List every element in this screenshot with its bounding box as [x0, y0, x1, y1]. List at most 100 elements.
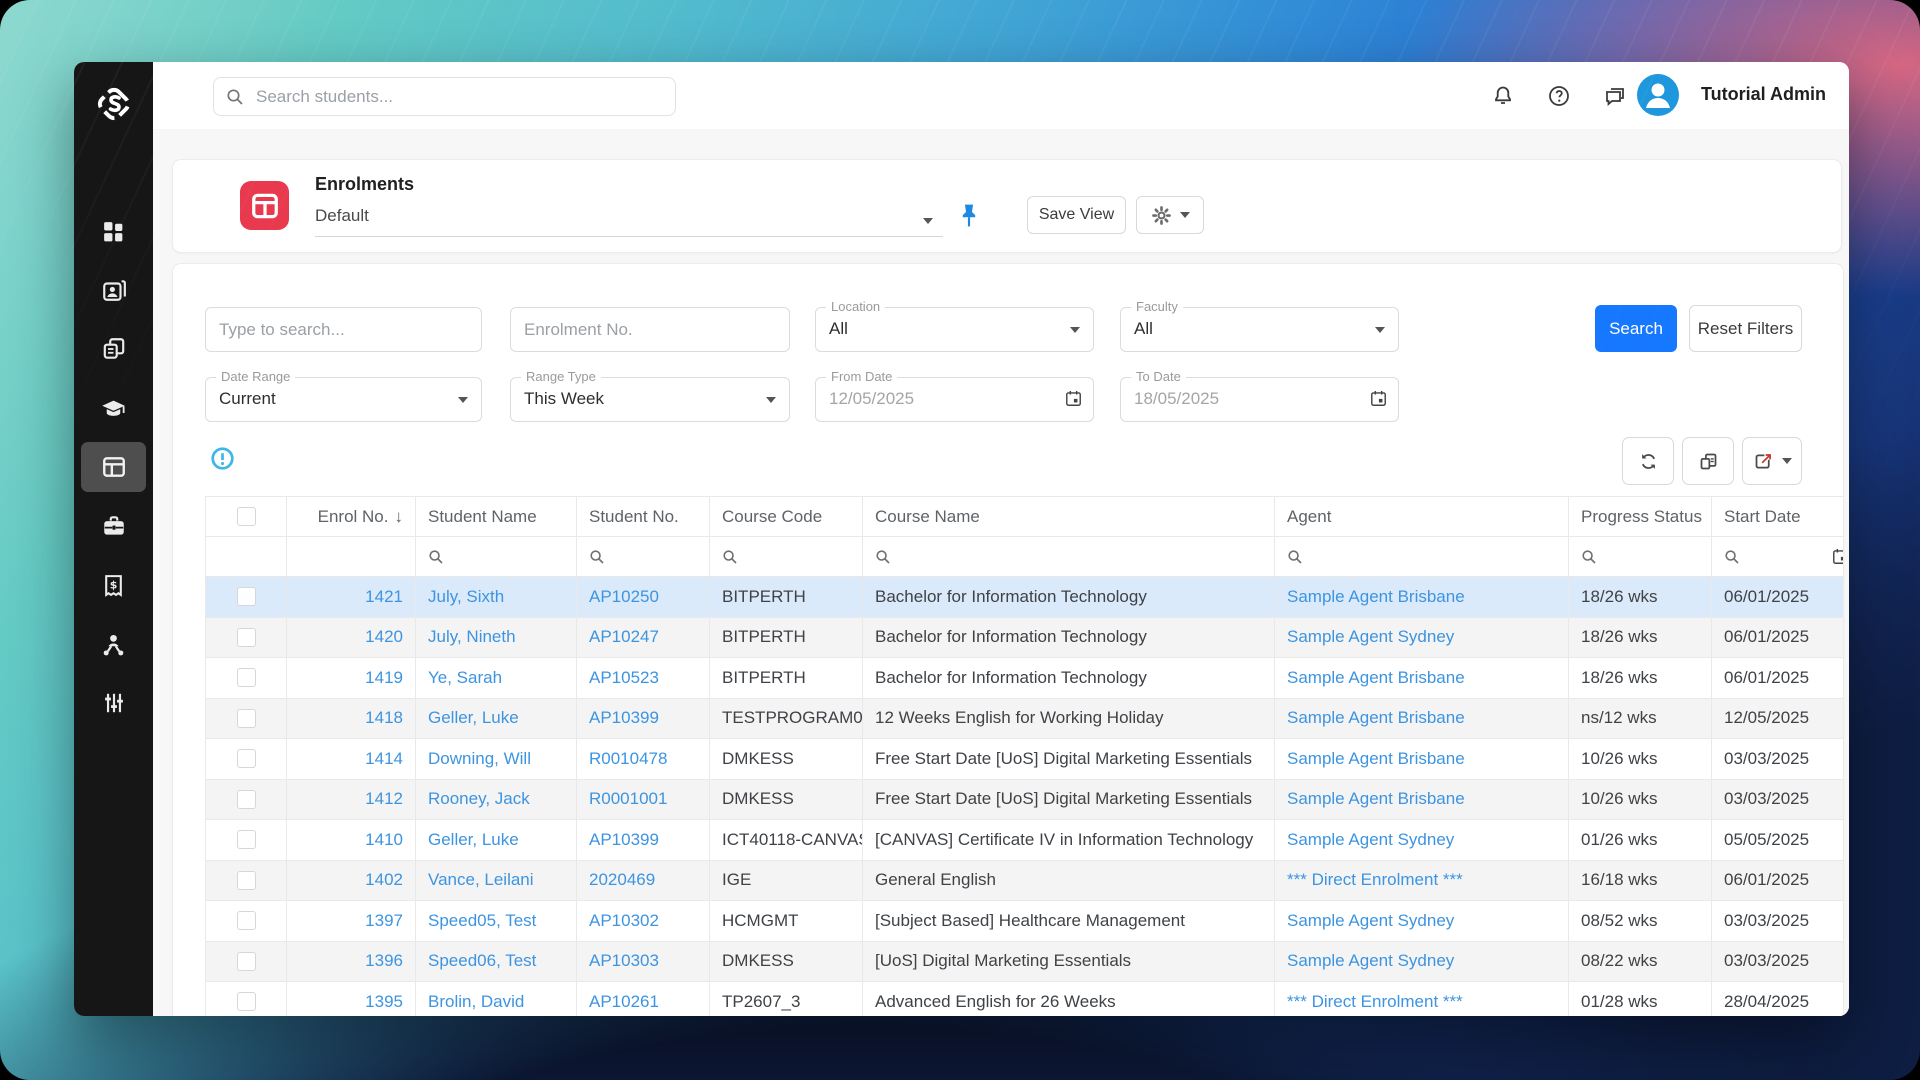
cell-agent[interactable]: Sample Agent Sydney [1274, 819, 1569, 861]
row-checkbox[interactable] [236, 627, 256, 647]
table-row[interactable]: 1412 Rooney, Jack R0001001 DMKESS Free Start… [205, 778, 1843, 820]
table-row[interactable]: 1395 Brolin, David AP10261 TP2607_3 Advanced… [205, 981, 1843, 1016]
cell-enrol_no[interactable]: 1418 [286, 697, 416, 739]
filter-cell-start_date[interactable] [1711, 536, 1843, 577]
checkbox-cell[interactable] [205, 697, 287, 739]
row-checkbox[interactable] [236, 749, 256, 769]
enrolment-no-field[interactable] [510, 307, 790, 352]
row-checkbox[interactable] [236, 911, 256, 931]
cell-agent[interactable]: Sample Agent Brisbane [1274, 738, 1569, 780]
calendar-icon-slot[interactable] [1064, 389, 1083, 413]
cell-student_name[interactable]: Ye, Sarah [415, 657, 577, 699]
table-row[interactable]: 1402 Vance, Leilani 2020469 IGE General Engl… [205, 859, 1843, 901]
sidebar-item-documents[interactable] [81, 324, 146, 374]
cell-agent[interactable]: Sample Agent Brisbane [1274, 778, 1569, 820]
cell-student_name[interactable]: Brolin, David [415, 981, 577, 1016]
checkbox-cell[interactable] [205, 657, 287, 699]
cell-enrol_no[interactable]: 1414 [286, 738, 416, 780]
cell-student_no[interactable]: AP10302 [576, 900, 710, 942]
row-checkbox[interactable] [236, 789, 256, 809]
view-select[interactable]: Default [315, 206, 943, 237]
cell-agent[interactable]: Sample Agent Sydney [1274, 940, 1569, 982]
cell-enrol_no[interactable]: 1395 [286, 981, 416, 1016]
cell-enrol_no[interactable]: 1419 [286, 657, 416, 699]
checkbox-cell[interactable] [205, 576, 287, 618]
column-header-enrol_no[interactable]: Enrol No. ↓ [286, 496, 416, 537]
chat-icon[interactable] [1603, 84, 1627, 108]
cell-enrol_no[interactable]: 1396 [286, 940, 416, 982]
reset-filters-button[interactable]: Reset Filters [1689, 305, 1802, 352]
quick-search-field[interactable] [205, 307, 482, 352]
row-checkbox[interactable] [236, 587, 256, 607]
row-checkbox[interactable] [236, 507, 256, 526]
table-row[interactable]: 1396 Speed06, Test AP10303 DMKESS [UoS] Digi… [205, 940, 1843, 982]
calendar-icon-slot[interactable] [1369, 389, 1388, 413]
cell-student_no[interactable]: AP10399 [576, 697, 710, 739]
sidebar-item-settings[interactable] [81, 678, 146, 728]
filter-cell-student_name[interactable] [415, 536, 577, 577]
table-row[interactable]: 1410 Geller, Luke AP10399 ICT40118-CANVAS [C… [205, 819, 1843, 861]
cell-enrol_no[interactable]: 1421 [286, 576, 416, 618]
quick-search-input[interactable] [206, 308, 481, 351]
pin-view-icon[interactable] [956, 202, 982, 232]
info-icon[interactable] [210, 446, 235, 471]
row-checkbox[interactable] [236, 951, 256, 971]
cell-student_name[interactable]: Speed06, Test [415, 940, 577, 982]
cell-enrol_no[interactable]: 1420 [286, 616, 416, 658]
cell-student_no[interactable]: R0001001 [576, 778, 710, 820]
sidebar-item-courses[interactable] [81, 383, 146, 433]
cell-student_no[interactable]: AP10399 [576, 819, 710, 861]
range-type-select[interactable]: Range Type This Week [510, 370, 790, 422]
location-select[interactable]: Location All [815, 300, 1094, 352]
cell-enrol_no[interactable]: 1402 [286, 859, 416, 901]
sidebar-item-agents[interactable] [81, 619, 146, 669]
cell-enrol_no[interactable]: 1410 [286, 819, 416, 861]
copy-columns-button[interactable] [1682, 437, 1734, 485]
checkbox-cell[interactable] [205, 940, 287, 982]
table-row[interactable]: 1420 July, Nineth AP10247 BITPERTH Bachelor … [205, 616, 1843, 658]
checkbox-cell[interactable] [205, 778, 287, 820]
cell-student_name[interactable]: Speed05, Test [415, 900, 577, 942]
row-checkbox[interactable] [236, 992, 256, 1012]
cell-agent[interactable]: Sample Agent Sydney [1274, 900, 1569, 942]
column-header-select[interactable] [205, 496, 287, 537]
table-row[interactable]: 1397 Speed05, Test AP10302 HCMGMT [Subject B… [205, 900, 1843, 942]
help-icon[interactable] [1547, 84, 1571, 108]
column-header-agent[interactable]: Agent [1274, 496, 1569, 537]
column-header-student_no[interactable]: Student No. [576, 496, 710, 537]
cell-enrol_no[interactable]: 1397 [286, 900, 416, 942]
checkbox-cell[interactable] [205, 616, 287, 658]
search-input[interactable] [254, 85, 663, 108]
filter-cell-student_no[interactable] [576, 536, 710, 577]
column-header-student_name[interactable]: Student Name [415, 496, 577, 537]
to-date-field[interactable]: To Date 18/05/2025 [1120, 370, 1399, 422]
cell-student_name[interactable]: Vance, Leilani [415, 859, 577, 901]
cell-student_name[interactable]: July, Nineth [415, 616, 577, 658]
row-checkbox[interactable] [236, 830, 256, 850]
column-header-course_name[interactable]: Course Name [862, 496, 1275, 537]
table-row[interactable]: 1421 July, Sixth AP10250 BITPERTH Bachelor f… [205, 576, 1843, 618]
cell-student_name[interactable]: Rooney, Jack [415, 778, 577, 820]
sidebar-item-students[interactable] [81, 265, 146, 315]
date-range-select[interactable]: Date Range Current [205, 370, 482, 422]
cell-student_no[interactable]: AP10523 [576, 657, 710, 699]
export-button[interactable] [1742, 437, 1802, 485]
checkbox-cell[interactable] [205, 859, 287, 901]
cell-student_no[interactable]: AP10303 [576, 940, 710, 982]
column-header-progress[interactable]: Progress Status [1568, 496, 1712, 537]
user-name[interactable]: Tutorial Admin [1701, 84, 1826, 104]
table-row[interactable]: 1414 Downing, Will R0010478 DMKESS Free Star… [205, 738, 1843, 780]
user-avatar[interactable] [1637, 74, 1679, 116]
cell-enrol_no[interactable]: 1412 [286, 778, 416, 820]
column-header-start_date[interactable]: Start Date [1711, 496, 1843, 537]
cell-student_no[interactable]: AP10261 [576, 981, 710, 1016]
table-row[interactable]: 1419 Ye, Sarah AP10523 BITPERTH Bachelor for… [205, 657, 1843, 699]
checkbox-cell[interactable] [205, 819, 287, 861]
from-date-field[interactable]: From Date 12/05/2025 [815, 370, 1094, 422]
search-button[interactable]: Search [1595, 305, 1677, 352]
sidebar-item-services[interactable] [81, 501, 146, 551]
sidebar-item-finance[interactable]: $ [81, 560, 146, 610]
global-search[interactable] [213, 77, 676, 116]
filter-cell-agent[interactable] [1274, 536, 1569, 577]
notifications-bell-icon[interactable] [1491, 84, 1515, 108]
